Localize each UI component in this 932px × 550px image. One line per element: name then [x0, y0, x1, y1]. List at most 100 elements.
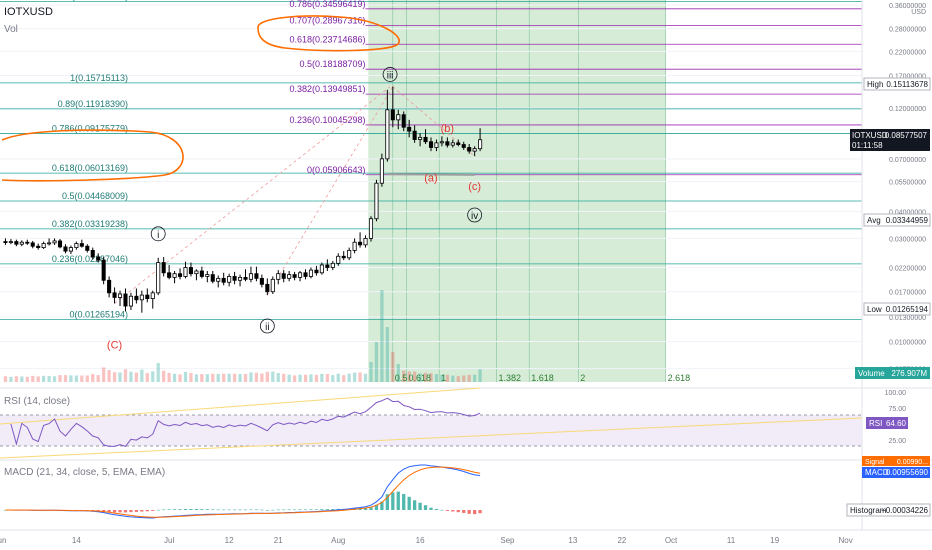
candle-body — [85, 245, 90, 251]
volume-bar — [396, 364, 400, 382]
volume-bar — [451, 375, 455, 382]
volume-bar — [418, 373, 422, 382]
histogram-bar — [456, 510, 460, 513]
time-tick-label: Nov — [839, 536, 853, 545]
candle-body — [96, 256, 101, 261]
wave-label: iv — [471, 211, 478, 222]
volume-bar — [107, 370, 111, 382]
fib-right-label: 0.618(0.23714686) — [289, 34, 365, 44]
price-tick-label: 0.02200000 — [889, 266, 926, 273]
fib-right-label: 0.382(0.13949851) — [289, 84, 365, 94]
rsi-tick-label: 25.00 — [888, 438, 906, 445]
histogram-bar — [178, 509, 182, 510]
histogram-bar — [134, 510, 139, 512]
svg-text:Signal: Signal — [865, 459, 885, 466]
histogram-bar — [249, 509, 253, 511]
price-tick-label: 0.36000000 — [889, 3, 926, 10]
fib-retracement-lines: 1.272(0.3740425...) 1(0.15715113) 0.89(0.1… — [0, 0, 862, 320]
volume-bar — [151, 371, 155, 382]
volume-bar — [282, 373, 286, 382]
histogram-bar — [380, 501, 384, 510]
symbol-title: IOTXUSD — [4, 6, 53, 18]
histogram-bar — [467, 510, 471, 514]
time-tick-label: Jun — [0, 536, 6, 545]
rsi-trendline-2 — [0, 417, 863, 459]
candle-body — [308, 269, 314, 277]
time-tick-label: 14 — [72, 536, 81, 545]
volume-bar — [331, 375, 335, 382]
volume-bar — [134, 372, 139, 382]
macd-tag: MACD 0.00955690 — [862, 467, 930, 478]
candle-body — [36, 245, 41, 248]
wave-circle — [467, 207, 483, 223]
wave-label: iii — [387, 70, 394, 81]
price-tick-label: 0.05500000 — [889, 179, 926, 186]
volume-bar — [42, 375, 46, 382]
candle-body — [107, 279, 112, 294]
volume-bar — [456, 376, 460, 382]
price-grid — [0, 4, 862, 370]
volume-bar — [434, 374, 439, 382]
volume-bar — [52, 376, 57, 382]
low-tag: Low 0.01265194 — [863, 302, 931, 316]
histogram-bar — [331, 509, 335, 510]
volume-bar — [445, 374, 450, 382]
candle-body — [101, 259, 106, 281]
candle-body — [134, 295, 139, 301]
volume-bar — [352, 372, 357, 382]
candle-body — [450, 142, 455, 146]
svg-text:0.01265194: 0.01265194 — [886, 305, 929, 314]
histogram-bar — [276, 509, 280, 511]
volume-bar — [80, 375, 84, 382]
volume-bar — [129, 371, 133, 382]
candle-body — [358, 241, 363, 246]
candle-body — [210, 274, 215, 282]
wave-diagonal-2 — [266, 86, 394, 296]
candle-body — [270, 278, 275, 293]
volume-bar — [249, 372, 253, 382]
svg-text:0.00990...: 0.00990... — [897, 459, 928, 466]
candle-body — [472, 148, 477, 152]
last-price-badge: IOTXUSD 0.08577507 01:11:58 — [850, 129, 930, 151]
candle-body — [434, 142, 439, 148]
fib-right-label: 0.786(0.34596419) — [289, 0, 365, 9]
candlesticks[interactable] — [3, 86, 483, 313]
candle-body — [74, 243, 79, 248]
volume-bar — [162, 370, 166, 382]
time-axis-labels[interactable]: Jun 14 Jul 12 21 Aug 16 Sep 13 22 Oct 11 19 Nov — [0, 536, 853, 545]
volume-bar — [63, 375, 68, 382]
time-tick-label: 13 — [568, 536, 577, 545]
time-fib-label: 1 — [441, 373, 446, 383]
candle-body — [259, 277, 264, 285]
histogram-tag: Histogram −0.00034226 — [846, 503, 931, 517]
svg-text:0.00955690: 0.00955690 — [886, 468, 929, 477]
candle-body — [161, 262, 166, 274]
histogram-bar — [369, 507, 373, 510]
candle-body — [314, 269, 319, 274]
wave-circle — [259, 318, 275, 334]
svg-text:Avg: Avg — [867, 216, 881, 225]
candle-body — [478, 139, 483, 150]
volume-bar — [47, 375, 51, 382]
volume-bar — [172, 373, 177, 382]
candle-body — [178, 273, 183, 277]
candle-body — [216, 277, 221, 282]
time-fib-label: 0.5 — [395, 373, 408, 383]
histogram-bar — [189, 509, 193, 510]
candle-body — [401, 114, 406, 128]
candle-body — [117, 293, 123, 298]
histogram-bar — [167, 509, 171, 510]
svg-text:−0.00034226: −0.00034226 — [881, 506, 928, 515]
histogram-bar — [325, 509, 329, 510]
histogram-bar — [418, 502, 422, 510]
candle-body — [276, 273, 281, 280]
volume-bar — [183, 371, 188, 382]
candle-body — [319, 264, 324, 274]
price-axis-labels[interactable]: 0.36000000 0.28000000 0.22000000 0.17000000… — [889, 3, 926, 373]
time-fib-label: 2.618 — [668, 373, 691, 383]
volume-bar — [91, 373, 95, 382]
candle-body — [227, 276, 232, 283]
histogram-bar — [123, 510, 128, 513]
